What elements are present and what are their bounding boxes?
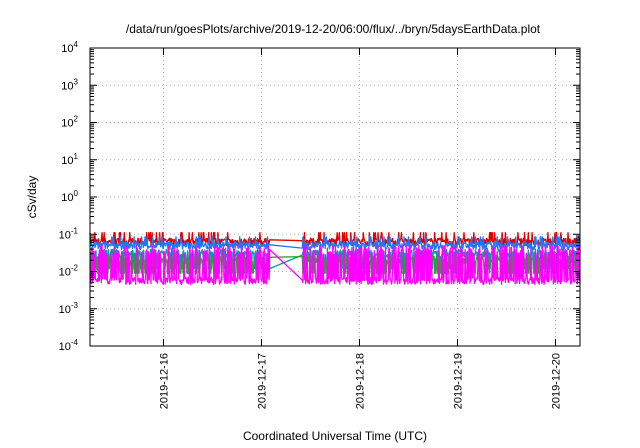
series-line-5 [89, 244, 581, 286]
x-tick-label: 2019-12-17 [257, 353, 269, 409]
x-tick-label: 2019-12-19 [453, 353, 465, 409]
y-tick-label: 102 [61, 115, 78, 130]
y-tick-label: 100 [61, 189, 78, 204]
tick-layer: 10-4 10-3 10-2 10-1 100 101 102 103 104 2019-12-1… [59, 40, 580, 409]
y-tick-label: 10-2 [59, 264, 79, 279]
y-tick-label: 10-1 [59, 226, 79, 241]
y-tick-label: 10-4 [59, 338, 79, 353]
x-axis-label: Coordinated Universal Time (UTC) [243, 429, 427, 443]
x-tick-label: 2019-12-16 [159, 353, 171, 409]
x-tick-label: 2019-12-18 [355, 353, 367, 409]
y-tick-label: 10-3 [59, 301, 79, 316]
series-layer [89, 232, 581, 286]
y-tick-label: 104 [61, 40, 78, 55]
chart-title: /data/run/goesPlots/archive/2019-12-20/0… [126, 22, 541, 36]
grid-layer [90, 48, 580, 346]
y-axis-label: cSv/day [25, 176, 39, 219]
y-tick-label: 101 [61, 152, 78, 167]
y-tick-label: 103 [61, 77, 78, 92]
x-tick-label: 2019-12-20 [551, 353, 563, 409]
